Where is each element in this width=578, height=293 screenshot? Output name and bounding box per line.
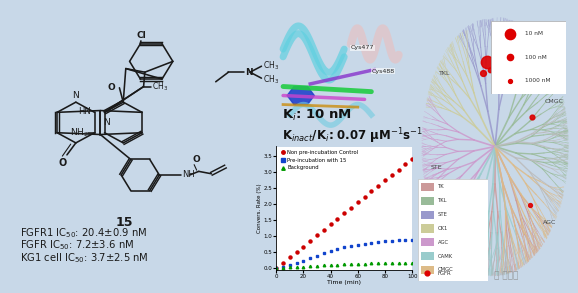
Text: KG1 cell IC$_{50}$: 3.7±2.5 nM: KG1 cell IC$_{50}$: 3.7±2.5 nM bbox=[20, 251, 149, 265]
Text: Cys488: Cys488 bbox=[372, 69, 395, 74]
Text: ⭐ 药学帮: ⭐ 药学帮 bbox=[494, 271, 518, 280]
Text: CMGC: CMGC bbox=[438, 268, 454, 272]
Text: K$_i$: 10 nM: K$_i$: 10 nM bbox=[281, 108, 351, 123]
Text: NH$_2$: NH$_2$ bbox=[69, 127, 88, 139]
Text: 1000 nM: 1000 nM bbox=[525, 78, 551, 83]
Text: TK: TK bbox=[438, 184, 444, 190]
Point bbox=[505, 78, 514, 83]
Text: TKL: TKL bbox=[439, 71, 451, 76]
Text: AGC: AGC bbox=[438, 240, 449, 245]
Text: CK1: CK1 bbox=[438, 226, 449, 231]
Y-axis label: Convers. Rate (%): Convers. Rate (%) bbox=[257, 183, 262, 233]
Text: N: N bbox=[72, 91, 79, 100]
Text: 100 nM: 100 nM bbox=[525, 54, 547, 60]
X-axis label: Time (min): Time (min) bbox=[327, 280, 361, 285]
Polygon shape bbox=[287, 87, 314, 104]
Text: TK: TK bbox=[496, 40, 505, 46]
Text: STE: STE bbox=[431, 165, 442, 170]
Text: Cl: Cl bbox=[137, 31, 147, 40]
Text: O: O bbox=[108, 83, 116, 92]
Point bbox=[483, 60, 492, 64]
Point bbox=[505, 55, 514, 59]
Text: N: N bbox=[245, 68, 253, 77]
Text: STE: STE bbox=[438, 212, 448, 217]
Text: CH$_3$: CH$_3$ bbox=[263, 60, 279, 72]
Bar bbox=[421, 252, 434, 260]
Text: O: O bbox=[59, 159, 67, 168]
Text: K$_{inact}$/K$_i$: 0.07 μM$^{-1}$s$^{-1}$: K$_{inact}$/K$_i$: 0.07 μM$^{-1}$s$^{-1}… bbox=[281, 127, 423, 146]
Text: FGFR: FGFR bbox=[438, 270, 451, 276]
Point bbox=[505, 31, 514, 36]
Text: AGC: AGC bbox=[543, 220, 557, 225]
Point bbox=[422, 271, 431, 275]
Legend: Non pre-incubation Control, Pre-incubation with 15, Background: Non pre-incubation Control, Pre-incubati… bbox=[279, 149, 360, 171]
Point bbox=[479, 70, 488, 75]
Bar bbox=[421, 224, 434, 233]
Bar bbox=[421, 197, 434, 205]
Bar bbox=[421, 210, 434, 219]
Text: HN: HN bbox=[78, 107, 91, 116]
Bar bbox=[421, 183, 434, 191]
Text: Cys477: Cys477 bbox=[351, 45, 375, 50]
Point bbox=[485, 68, 494, 73]
Text: 15: 15 bbox=[116, 216, 133, 229]
Text: FGFR1 IC$_{50}$: 20.4±0.9 nM: FGFR1 IC$_{50}$: 20.4±0.9 nM bbox=[20, 226, 147, 240]
Bar bbox=[421, 238, 434, 246]
Text: NH: NH bbox=[182, 171, 195, 180]
Text: CMGC: CMGC bbox=[544, 99, 563, 105]
Bar bbox=[421, 266, 434, 274]
Text: O: O bbox=[192, 155, 200, 164]
Text: CH$_3$: CH$_3$ bbox=[263, 73, 279, 86]
Text: CAMK: CAMK bbox=[438, 254, 453, 259]
Text: FGFR IC$_{50}$: 7.2±3.6 nM: FGFR IC$_{50}$: 7.2±3.6 nM bbox=[20, 239, 134, 252]
Text: CH$_3$: CH$_3$ bbox=[153, 80, 169, 93]
Point bbox=[527, 115, 536, 120]
Text: 10 nM: 10 nM bbox=[525, 31, 543, 36]
Text: CAMK: CAMK bbox=[469, 255, 487, 260]
Point bbox=[525, 203, 534, 207]
Text: CK1: CK1 bbox=[447, 235, 460, 241]
Text: N: N bbox=[103, 118, 110, 127]
Point bbox=[469, 232, 479, 237]
Text: TKL: TKL bbox=[438, 198, 447, 203]
